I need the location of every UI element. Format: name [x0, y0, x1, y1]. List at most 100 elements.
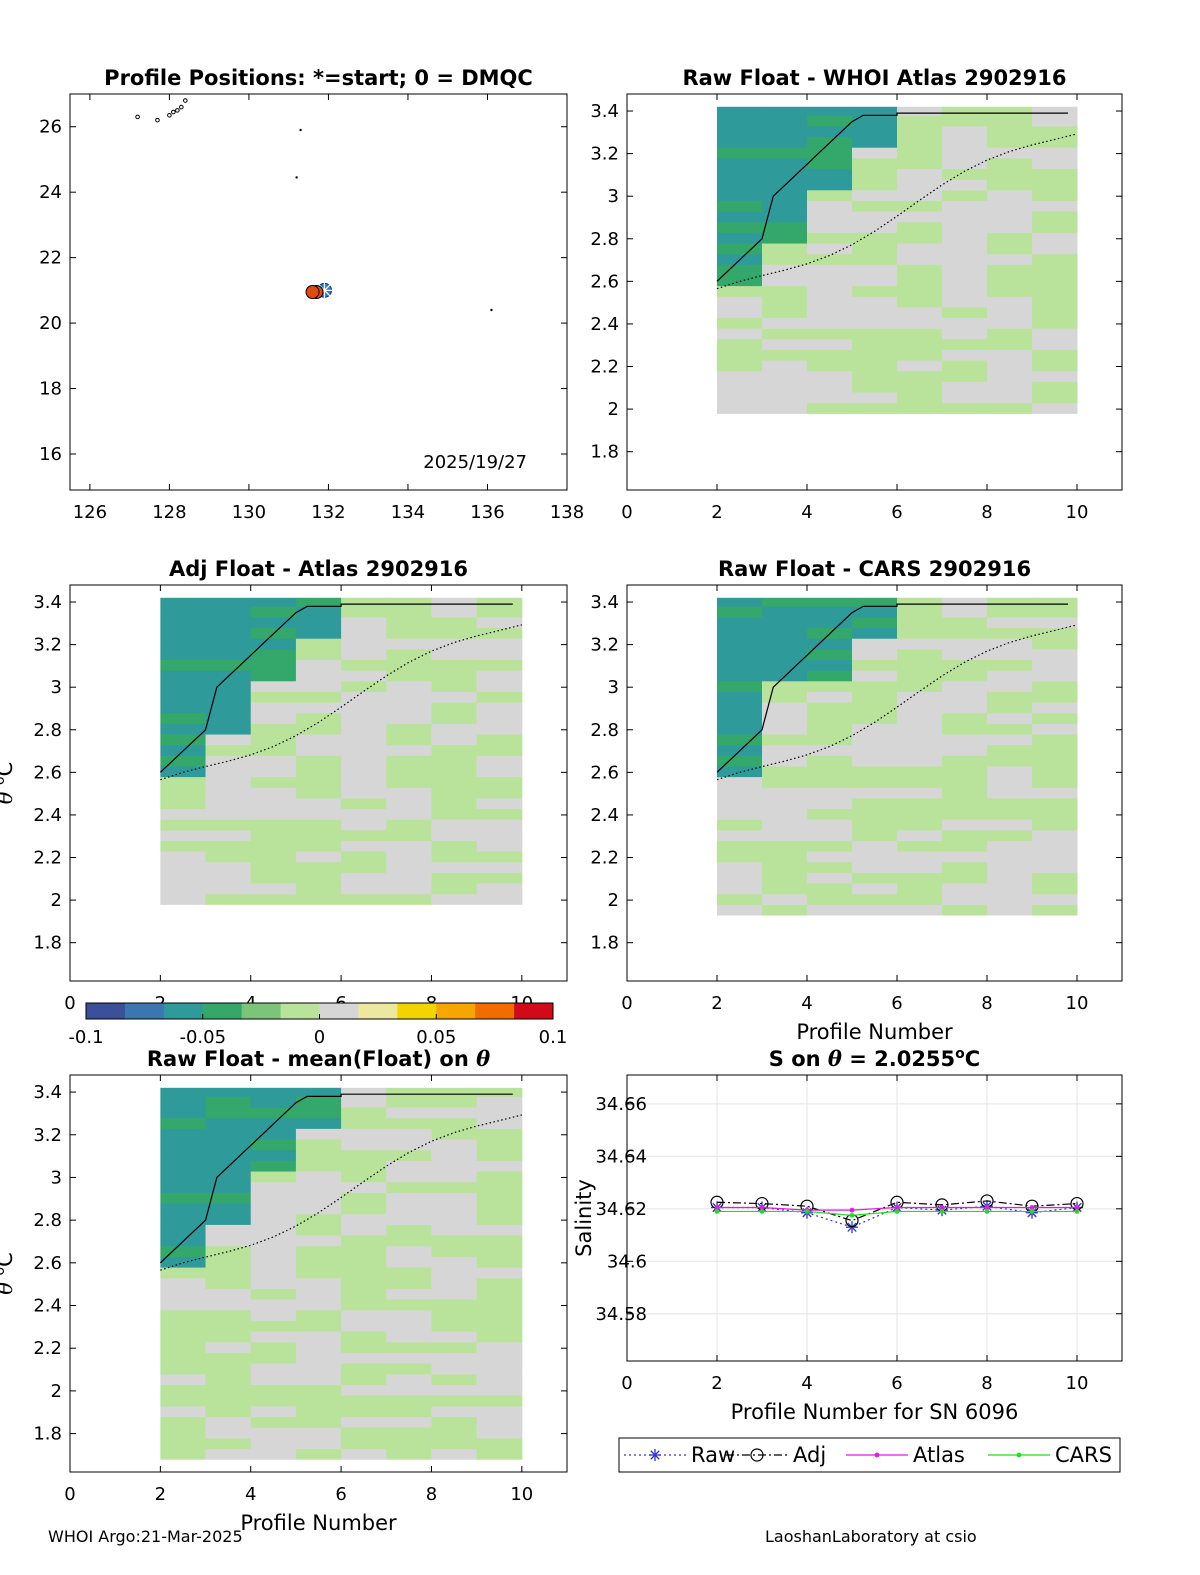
heatmap-cell: [205, 1331, 252, 1343]
heatmap-cell: [431, 627, 478, 639]
island-mark: [175, 108, 180, 113]
heatmap-cell: [386, 1405, 432, 1418]
heatmap-cell: [386, 1416, 432, 1428]
heatmap-cell: [717, 338, 763, 350]
heatmap-cell: [386, 1149, 432, 1161]
heatmap-cell: [160, 765, 207, 778]
heatmap-cell: [897, 211, 943, 223]
heatmap-cell: [386, 1395, 432, 1407]
heatmap-cell: [987, 744, 1033, 756]
heatmap-cell: [295, 1224, 342, 1236]
heatmap-cell: [341, 1149, 387, 1161]
heatmap-cell: [807, 349, 853, 361]
heatmap-cell: [341, 1107, 387, 1119]
heatmap-cell: [476, 1405, 523, 1418]
heatmap-cell: [205, 723, 252, 735]
heatmap-cell: [942, 797, 988, 810]
heatmap-ytick-label: 3.4: [33, 592, 62, 613]
heatmap-cell: [476, 1213, 523, 1225]
heatmap-cell: [762, 285, 808, 297]
heatmap-cell: [717, 285, 763, 297]
heatmap-cell: [386, 1320, 432, 1332]
heatmap-cell: [897, 723, 943, 735]
heatmap-cell: [987, 680, 1033, 692]
heatmap-cell: [431, 670, 478, 682]
heatmap-cell: [807, 317, 853, 329]
heatmap-cell: [987, 616, 1033, 629]
plot-frame: [626, 584, 1123, 982]
island-mark: [295, 176, 298, 179]
heatmap-cell: [717, 829, 763, 841]
heatmap-cell: [476, 1256, 523, 1268]
heatmap-cell: [852, 744, 898, 756]
heatmap-cell: [717, 189, 763, 201]
heatmap-cell: [205, 1256, 252, 1268]
heatmap-cell: [476, 648, 523, 661]
heatmap-cell: [897, 338, 943, 350]
heatmap-cell: [341, 1267, 387, 1279]
heatmap-cell: [717, 211, 763, 223]
heatmap-cell: [1032, 296, 1078, 308]
heatmap-cell: [1032, 243, 1078, 255]
heatmap-cell: [160, 787, 207, 799]
heatmap-cell: [897, 840, 943, 852]
heatmap-cell: [250, 1192, 297, 1204]
heatmap-cell: [987, 627, 1033, 639]
legend-label: Atlas: [913, 1443, 965, 1467]
heatmap-cell: [250, 659, 297, 671]
heatmap-cell: [341, 648, 387, 661]
heatmap-cell: [852, 606, 898, 618]
heatmap-cell: [762, 115, 808, 127]
heatmap-cell: [295, 1320, 342, 1332]
heatmap-ytick-label: 2.8: [33, 1210, 62, 1231]
heatmap-cell: [160, 1128, 207, 1140]
heatmap-cell: [1032, 338, 1078, 350]
heatmap-cell: [160, 1288, 207, 1300]
heatmap-cell: [295, 648, 342, 661]
heatmap-cell: [942, 616, 988, 629]
heatmap-cell: [807, 370, 853, 382]
heatmap-cell: [250, 1203, 297, 1215]
heatmap-cell: [205, 808, 252, 820]
heatmap-cell: [717, 392, 763, 404]
heatmap-cell: [852, 670, 898, 682]
colorbar-tick-label: -0.05: [179, 1027, 226, 1048]
heatmap-cell: [431, 1416, 478, 1428]
heatmap-ytick-label: 2.8: [590, 229, 619, 250]
heatmap-xtick-label: 8: [426, 1484, 437, 1505]
heatmap-cell: [250, 616, 297, 629]
heatmap-cell: [386, 787, 432, 799]
heatmap-cell: [250, 1395, 297, 1407]
heatmap-cell: [476, 1245, 523, 1257]
footer-right: LaoshanLaboratory at csio: [765, 1527, 977, 1546]
heatmap-cell: [762, 883, 808, 895]
heatmap-cell: [386, 1363, 432, 1375]
heatmap-cell: [852, 106, 898, 116]
heatmap-cell: [1032, 285, 1078, 297]
heatmap-cell: [852, 211, 898, 223]
heatmap-cell: [205, 1267, 252, 1279]
heatmap-cell: [341, 723, 387, 735]
heatmap-cell: [852, 851, 898, 863]
heatmap-cell: [295, 627, 342, 639]
heatmap-cell: [250, 872, 297, 884]
heatmap-cell: [717, 776, 763, 788]
heatmap-cell: [762, 211, 808, 223]
heatmap-cell: [762, 712, 808, 724]
heatmap-cell: [476, 1437, 523, 1450]
heatmap-cell: [807, 274, 853, 287]
data-point: [759, 1209, 765, 1214]
heatmap-xtick-label: 6: [891, 993, 902, 1014]
heatmap-cell: [1032, 381, 1078, 393]
heatmap-cell: [852, 680, 898, 692]
heatmap-cell: [341, 1139, 387, 1151]
colorbar-swatch: [150, 1003, 165, 1019]
heatmap-cell: [431, 1405, 478, 1418]
heatmap-cell: [987, 360, 1033, 372]
heatmap-cell: [807, 744, 853, 756]
heatmap-cell: [295, 808, 342, 820]
heatmap-cell: [717, 328, 763, 340]
heatmap-cell: [431, 1437, 478, 1450]
heatmap-cell: [160, 723, 207, 735]
heatmap-cell: [852, 317, 898, 329]
